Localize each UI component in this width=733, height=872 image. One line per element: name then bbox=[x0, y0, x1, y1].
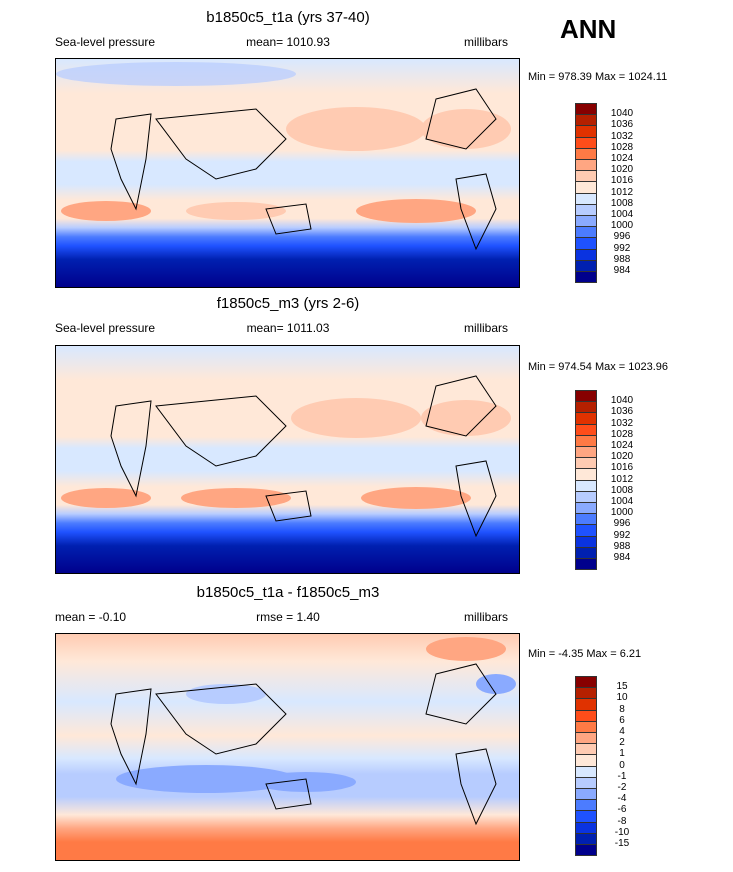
colorbar-label: 1028 bbox=[610, 428, 634, 440]
colorbar-label: 8 bbox=[619, 703, 625, 715]
colorbar-label: 1016 bbox=[610, 462, 634, 474]
colorbar-label: 1028 bbox=[610, 141, 634, 153]
colorbar-swatch bbox=[575, 844, 597, 857]
colorbar-label: 1016 bbox=[610, 175, 634, 187]
colorbar-label: 1008 bbox=[610, 484, 634, 496]
north-pacific-high bbox=[286, 107, 426, 151]
colorbar-label: 1020 bbox=[610, 451, 634, 463]
panel1-variable: Sea-level pressure bbox=[55, 35, 156, 49]
colorbar-label: 996 bbox=[613, 231, 631, 243]
colorbar-label: -1 bbox=[617, 770, 627, 782]
colorbar-label: 6 bbox=[619, 714, 625, 726]
colorbar-label: 1040 bbox=[610, 108, 634, 120]
colorbar-label: 988 bbox=[613, 540, 631, 552]
panel3-minmax: Min = -4.35 Max = 6.21 bbox=[528, 648, 642, 660]
colorbar-label: -4 bbox=[617, 793, 627, 805]
colorbar-label: 2 bbox=[619, 737, 625, 749]
colorbar-label: 1024 bbox=[610, 153, 634, 164]
colorbar-label: -6 bbox=[617, 804, 627, 816]
panel3-units: millibars bbox=[464, 610, 509, 624]
coastlines bbox=[110, 375, 497, 538]
season-label: ANN bbox=[560, 14, 617, 44]
colorbar-label: 1036 bbox=[610, 119, 634, 131]
colorbar-label: -2 bbox=[617, 782, 627, 793]
colorbar-swatch bbox=[575, 558, 597, 571]
colorbar-label: 1 bbox=[619, 748, 625, 760]
colorbar-label: 1012 bbox=[610, 473, 634, 485]
panel1-title: b1850c5_t1a (yrs 37-40) bbox=[206, 9, 370, 26]
colorbar-label: 1020 bbox=[610, 164, 634, 176]
panel1-minmax: Min = 978.39 Max = 1024.11 bbox=[528, 71, 668, 83]
colorbar-label: -10 bbox=[614, 826, 630, 838]
colorbar-label: -8 bbox=[617, 815, 627, 827]
panel2-contours bbox=[56, 346, 519, 573]
colorbar-label: 984 bbox=[613, 265, 631, 276]
colorbar-label: 988 bbox=[613, 253, 631, 265]
colorbar-label: 1008 bbox=[610, 197, 634, 209]
panel1-colorbar: 1040 1036 1032 1028 1024 1020 1016 1012 1008 1004… bbox=[575, 103, 655, 288]
panel3-mean: mean = -0.10 bbox=[55, 610, 127, 624]
colorbar-label: 992 bbox=[613, 242, 631, 254]
colorbar-label: 10 bbox=[616, 692, 628, 704]
panel3-contours bbox=[56, 634, 519, 860]
colorbar-label: 996 bbox=[613, 518, 631, 530]
colorbar-label: 1004 bbox=[610, 209, 634, 220]
colorbar-label: 984 bbox=[613, 552, 631, 563]
colorbar-label: 1036 bbox=[610, 406, 634, 418]
colorbar-label: 15 bbox=[616, 681, 628, 693]
colorbar-label: 4 bbox=[619, 726, 625, 737]
panel2-mean: mean= 1011.03 bbox=[246, 321, 330, 335]
colorbar-label: 1012 bbox=[610, 186, 634, 198]
panel1-map bbox=[55, 58, 520, 288]
colorbar-label: 1000 bbox=[610, 507, 634, 519]
panel2-title: f1850c5_m3 (yrs 2-6) bbox=[216, 295, 360, 312]
coastlines bbox=[110, 88, 497, 251]
panel1-units: millibars bbox=[464, 35, 509, 49]
panel2-map bbox=[55, 345, 520, 574]
colorbar-label: 1040 bbox=[610, 395, 634, 407]
panel3-title: b1850c5_t1a - f1850c5_m3 bbox=[196, 584, 380, 601]
coastlines bbox=[110, 663, 497, 826]
colorbar-label: 992 bbox=[613, 529, 631, 541]
colorbar-swatch bbox=[575, 271, 597, 284]
north-atlantic-high bbox=[421, 109, 511, 149]
colorbar-label: -15 bbox=[614, 838, 630, 849]
panel3-colorbar: 15 10 8 6 4 2 1 0 -1 -2 -4 -6 -8 -10 -15 bbox=[575, 676, 655, 861]
colorbar-label: 1004 bbox=[610, 496, 634, 507]
panel2-variable: Sea-level pressure bbox=[55, 321, 156, 335]
panel2-units: millibars bbox=[464, 321, 509, 335]
colorbar-label: 0 bbox=[619, 759, 625, 771]
panel3-rmse: rmse = 1.40 bbox=[256, 610, 320, 624]
panel2-colorbar: 1040 1036 1032 1028 1024 1020 1016 1012 1008 1004… bbox=[575, 390, 655, 575]
panel1-contours bbox=[56, 59, 519, 287]
colorbar-label: 1032 bbox=[610, 130, 634, 142]
panel3-map bbox=[55, 633, 520, 861]
colorbar-label: 1024 bbox=[610, 440, 634, 451]
panel1-mean: mean= 1010.93 bbox=[246, 35, 330, 49]
panel2-minmax: Min = 974.54 Max = 1023.96 bbox=[528, 361, 669, 373]
colorbar-label: 1000 bbox=[610, 220, 634, 232]
colorbar-label: 1032 bbox=[610, 417, 634, 429]
